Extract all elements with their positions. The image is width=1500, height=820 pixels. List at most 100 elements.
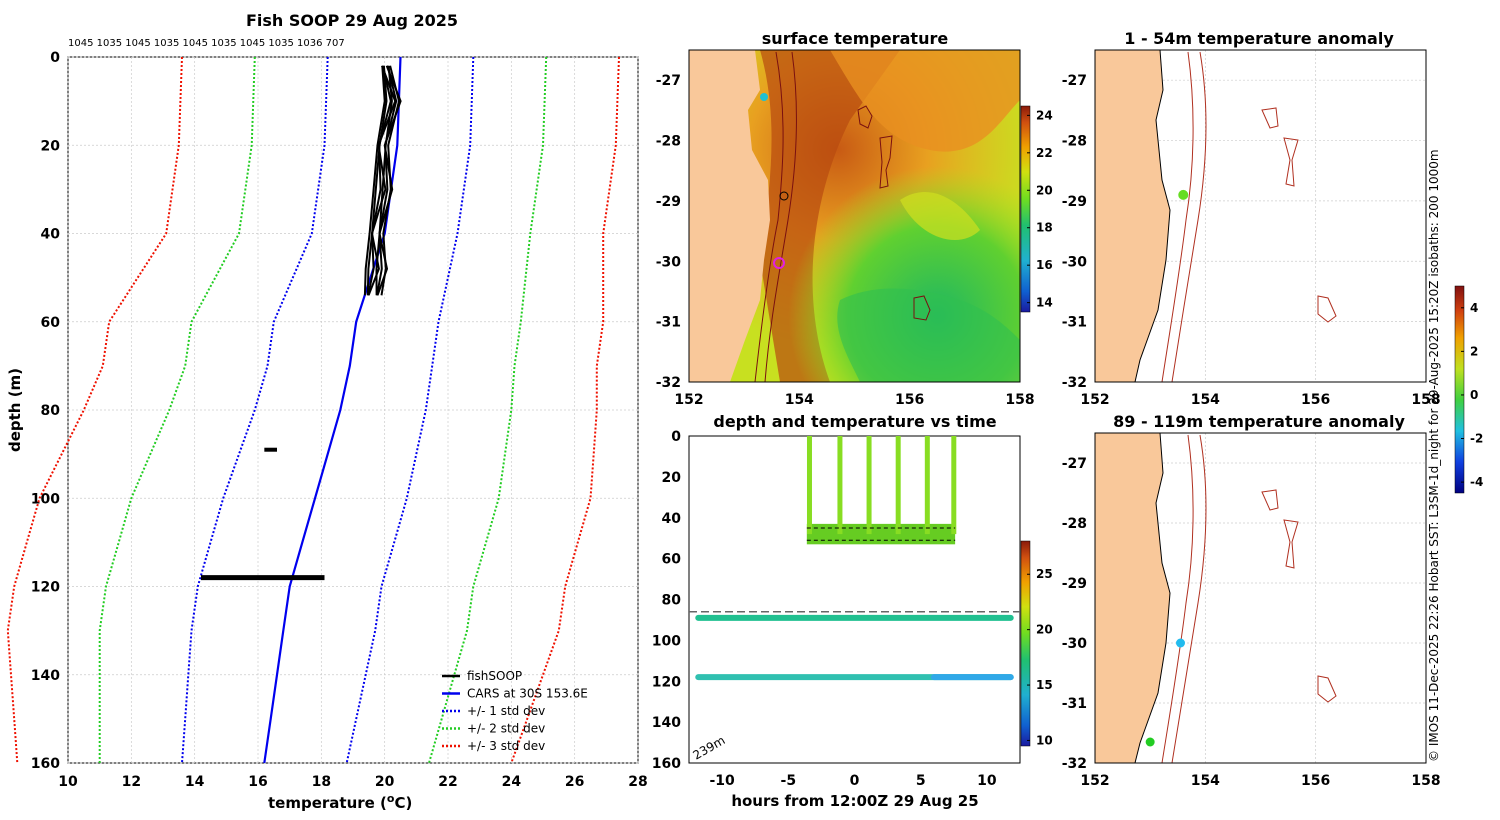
cast-profile: [895, 436, 901, 535]
anomaly-point: [1178, 189, 1189, 200]
std2-line-lower: [98, 56, 256, 763]
dt-ytick-label: 20: [662, 470, 682, 486]
colorbar-tick-label: 25: [1036, 567, 1053, 581]
fishsoop-cast: [375, 65, 393, 296]
colorbar-tick-label: 18: [1036, 221, 1053, 235]
profile-xtick-label: 10: [58, 774, 78, 790]
fishsoop-cast: [366, 65, 388, 296]
depth-time-colorbar-ticks: 10 15 20 25: [1027, 567, 1053, 747]
fishsoop-cast: [367, 65, 392, 296]
cast-profile: [806, 436, 812, 535]
map-xtick-label: 158: [1005, 392, 1034, 408]
cast-profile: [951, 436, 957, 535]
profile-ytick-label: 120: [31, 580, 60, 596]
profile-ytick-label: 80: [41, 403, 61, 419]
colorbar-tick-label: -4: [1470, 475, 1483, 489]
legend-label: CARS at 30S 153.6E: [467, 687, 588, 701]
depth-time-data: [689, 436, 1020, 681]
fishsoop-cast: [380, 65, 401, 296]
sst-panel: surface temperature 152 154 156 158 -27 -28 -2…: [656, 29, 1053, 408]
map-ytick-label: -28: [1062, 134, 1087, 150]
dt-ytick-label: 100: [652, 633, 681, 649]
map-ytick-label: -31: [1062, 696, 1087, 712]
map-ytick-label: -31: [656, 315, 681, 331]
dt-ytick-label: 60: [662, 552, 682, 568]
colorbar-tick-label: -2: [1470, 432, 1483, 446]
map-ytick-label: -29: [1062, 194, 1087, 210]
dt-ytick-label: 40: [662, 511, 682, 527]
sst-map-field: [689, 50, 1020, 382]
anom-top-title: 1 - 54m temperature anomaly: [1124, 29, 1394, 48]
profile-ticks: 10 12 14 16 18 20 22 24 26 28 0 20 40 60 80 100 120 140 16…: [31, 50, 648, 790]
legend-label: fishSOOP: [467, 669, 522, 683]
colorbar-tick-label: 24: [1036, 108, 1053, 122]
dt-ytick-label: 140: [652, 715, 681, 731]
colorbar-tick-label: 16: [1036, 258, 1053, 272]
dt-xtick-label: 5: [916, 773, 926, 789]
profile-top-counts: 1045 1035 1045 1035 1045 1035 1045 1035 …: [68, 38, 345, 49]
profile-grid: [67, 56, 639, 764]
colorbar-tick-label: 2: [1470, 344, 1478, 358]
std2-line-upper: [428, 56, 548, 764]
dt-xtick-label: 0: [850, 773, 860, 789]
sst-ticks: 152 154 156 158 -27 -28 -29 -30 -31 -32: [656, 73, 1035, 408]
map-ytick-label: -29: [656, 194, 681, 210]
colorbar-tick-label: 20: [1036, 183, 1053, 197]
sst-marker-ring: [779, 191, 789, 201]
anom-bottom-panel: 89 - 119m temperature anomaly 152 154 156 1…: [1062, 285, 1483, 789]
anomaly-point: [1176, 638, 1186, 648]
profile-xtick-label: 18: [312, 774, 331, 790]
anomaly-colorbar: [1454, 285, 1465, 494]
profile-xlabel: temperature (oC): [268, 792, 412, 812]
map-xtick-label: 158: [1411, 392, 1440, 408]
dt-ytick-label: 80: [662, 593, 682, 609]
dt-xtick-label: -5: [781, 773, 797, 789]
colorbar-tick-label: 14: [1036, 296, 1053, 310]
sst-title: surface temperature: [762, 29, 949, 48]
depth-time-panel: depth and temperature vs time -10 -5 0 5 100…: [652, 412, 1053, 810]
legend-label: +/- 2 std dev: [467, 722, 545, 736]
cast-band: [806, 523, 956, 545]
profile-xtick-label: 14: [185, 774, 205, 790]
cast-profile: [924, 436, 930, 535]
std1-line-upper: [345, 56, 475, 764]
map-xtick-label: 154: [1191, 773, 1220, 789]
sst-axes-box: [688, 49, 1021, 383]
profile-ytick-label: 40: [41, 227, 61, 243]
profile-xtick-label: 20: [375, 774, 395, 790]
map-ytick-label: -27: [656, 73, 681, 89]
profile-ytick-label: 0: [50, 50, 60, 66]
anom-bottom-axes-box: [1094, 432, 1427, 764]
sst-land: [689, 50, 770, 382]
map-ytick-label: -27: [1062, 73, 1087, 89]
anom-top-ticks: 152 154 156 158 -27 -28 -29 -30 -31 -32: [1062, 73, 1441, 408]
profile-ytick-label: 100: [31, 491, 60, 507]
std3-line-lower: [6, 56, 183, 764]
map-ytick-label: -28: [1062, 516, 1087, 532]
map-xtick-label: 158: [1411, 773, 1440, 789]
map-xtick-label: 152: [1080, 392, 1109, 408]
profile-legend: fishSOOP CARS at 30S 153.6E +/- 1 std dev +…: [442, 669, 588, 753]
legend-label: +/- 3 std dev: [467, 739, 545, 753]
dt-ytick-label: 120: [652, 674, 681, 690]
colorbar-tick-label: 10: [1036, 733, 1053, 747]
map-xtick-label: 154: [1191, 392, 1220, 408]
cast-profile: [866, 436, 872, 535]
profile-title: Fish SOOP 29 Aug 2025: [246, 11, 458, 30]
map-ytick-label: -30: [1062, 636, 1088, 652]
profile-panel: Fish SOOP 29 Aug 2025 1045 1035 1045 103…: [6, 11, 648, 812]
anomaly-colorbar-ticks: -4 -2 0 2 4: [1461, 301, 1483, 489]
map-ytick-label: -32: [1062, 756, 1087, 772]
std1-line-lower: [181, 56, 329, 764]
credit-text: © IMOS 11-Dec-2025 22:26 Hobart SST: L3S…: [1427, 149, 1441, 762]
anom-bottom-title: 89 - 119m temperature anomaly: [1113, 412, 1405, 431]
profile-xtick-label: 16: [248, 774, 267, 790]
anom-bottom-points: [1145, 638, 1186, 747]
map-xtick-label: 152: [1080, 773, 1109, 789]
map-xtick-label: 156: [1301, 392, 1330, 408]
dt-ytick-label: 160: [652, 756, 681, 772]
map-ytick-label: -31: [1062, 315, 1087, 331]
depth-time-colorbar: [1020, 540, 1031, 747]
